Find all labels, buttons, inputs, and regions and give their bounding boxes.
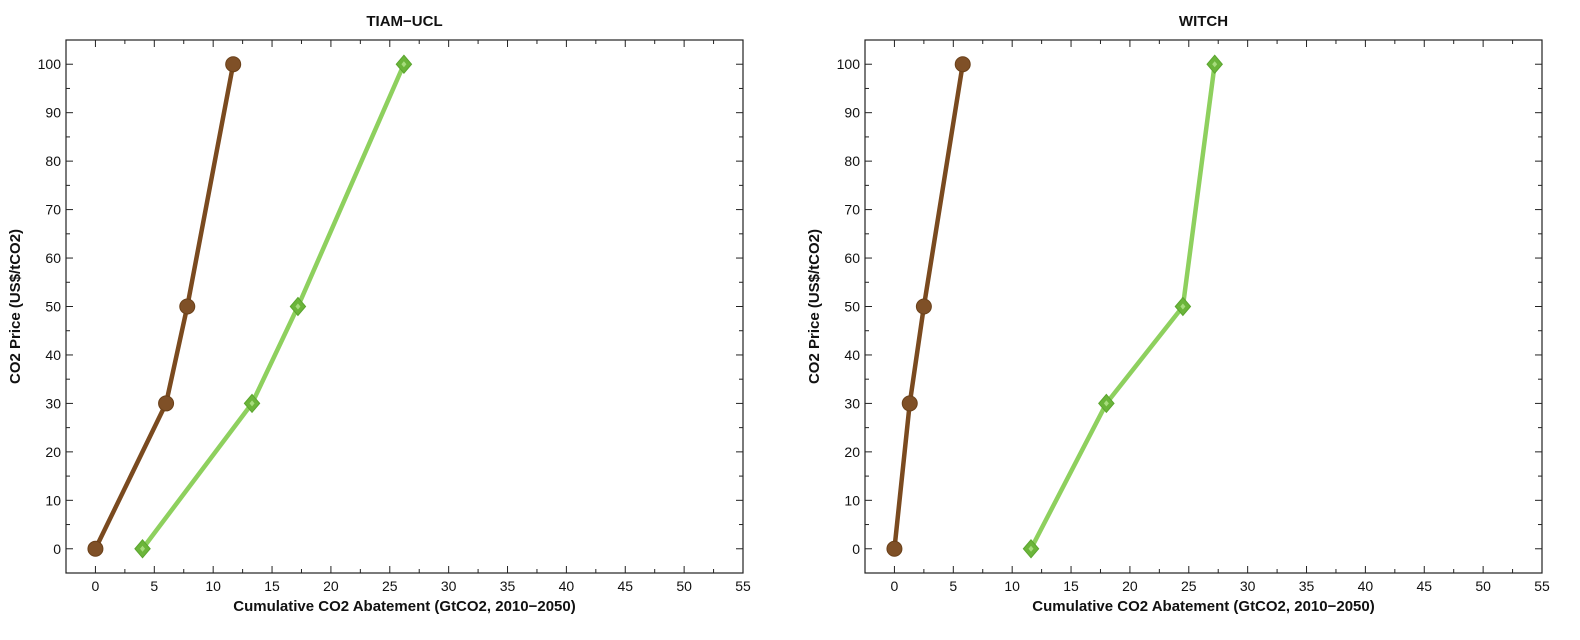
data-point-circle (886, 540, 903, 557)
x-tick-label: 25 (1181, 578, 1197, 594)
data-point-circle (915, 298, 932, 315)
data-point-circle (179, 298, 196, 315)
y-tick-label: 40 (45, 347, 61, 363)
y-tick-label: 50 (45, 299, 61, 315)
x-tick-label: 30 (1240, 578, 1256, 594)
plot-frame (65, 39, 744, 574)
x-tick-label: 50 (676, 578, 692, 594)
y-tick-label: 70 (45, 202, 61, 218)
data-point-diamond-highlight (1180, 303, 1186, 310)
data-point-diamond-highlight (1103, 400, 1109, 407)
data-point-circle (954, 56, 971, 73)
chart-panel-0: TIAM−UCL 0 5 10 15 20 25 30 35 40 45 50 55 0 10 20 30 40 5… (7, 13, 751, 615)
y-tick-label: 30 (844, 395, 860, 411)
series-0 (87, 56, 242, 557)
series-1 (134, 54, 413, 559)
data-point-diamond-highlight (295, 303, 301, 310)
series-line (1028, 61, 1217, 552)
x-tick-label: 50 (1475, 578, 1491, 594)
x-tick-label: 5 (150, 578, 158, 594)
y-tick-label: 50 (844, 299, 860, 315)
x-tick-label: 20 (323, 578, 339, 594)
y-tick-label: 100 (38, 56, 62, 72)
x-tick-label: 5 (949, 578, 957, 594)
x-tick-label: 30 (441, 578, 457, 594)
y-tick-label: 80 (45, 153, 61, 169)
y-tick-label: 90 (844, 105, 860, 121)
x-axis-label: Cumulative CO2 Abatement (GtCO2, 2010−20… (1032, 598, 1374, 615)
chart-title: WITCH (1179, 13, 1228, 30)
x-tick-label: 55 (735, 578, 751, 594)
y-tick-label: 20 (844, 444, 860, 460)
y-tick-label: 40 (844, 347, 860, 363)
series-1 (1022, 54, 1223, 559)
chart-title: TIAM−UCL (366, 13, 442, 30)
data-point-diamond-highlight (249, 400, 255, 407)
x-tick-label: 25 (382, 578, 398, 594)
x-tick-label: 10 (1004, 578, 1020, 594)
x-tick-label: 0 (891, 578, 899, 594)
plot-frame (864, 39, 1543, 574)
data-point-circle (158, 395, 175, 412)
y-tick-label: 0 (53, 541, 61, 557)
x-tick-label: 20 (1122, 578, 1138, 594)
data-point-diamond-highlight (1028, 545, 1034, 552)
x-tick-label: 40 (1358, 578, 1374, 594)
y-axis-label: CO2 Price (US$/tCO2) (806, 229, 823, 384)
x-tick-label: 10 (205, 578, 221, 594)
y-tick-label: 60 (844, 250, 860, 266)
series-line (892, 61, 965, 552)
chart-panel-1: WITCH 0 5 10 15 20 25 30 35 40 45 50 55 0 10 20 30 40 50 60… (806, 13, 1550, 615)
x-tick-label: 15 (264, 578, 280, 594)
y-tick-label: 10 (45, 492, 61, 508)
x-tick-label: 45 (1416, 578, 1432, 594)
x-tick-label: 15 (1063, 578, 1079, 594)
y-tick-label: 20 (45, 444, 61, 460)
x-tick-label: 55 (1534, 578, 1550, 594)
data-point-circle (225, 56, 242, 73)
y-tick-label: 30 (45, 395, 61, 411)
data-point-diamond-highlight (401, 61, 407, 68)
series-0 (886, 56, 971, 557)
series-line (93, 61, 236, 552)
data-point-circle (87, 540, 104, 557)
data-point-circle (901, 395, 918, 412)
series-line (140, 61, 407, 552)
x-tick-label: 0 (92, 578, 100, 594)
x-tick-label: 35 (1299, 578, 1315, 594)
y-tick-label: 100 (837, 56, 861, 72)
x-tick-label: 35 (500, 578, 516, 594)
data-point-diamond-highlight (140, 545, 146, 552)
x-tick-label: 45 (617, 578, 633, 594)
y-tick-label: 10 (844, 492, 860, 508)
y-tick-label: 60 (45, 250, 61, 266)
x-axis-label: Cumulative CO2 Abatement (GtCO2, 2010−20… (233, 598, 575, 615)
data-point-diamond-highlight (1212, 61, 1218, 68)
x-tick-label: 40 (559, 578, 575, 594)
y-tick-label: 80 (844, 153, 860, 169)
y-tick-label: 70 (844, 202, 860, 218)
y-axis-label: CO2 Price (US$/tCO2) (7, 229, 24, 384)
y-tick-label: 0 (852, 541, 860, 557)
y-tick-label: 90 (45, 105, 61, 121)
